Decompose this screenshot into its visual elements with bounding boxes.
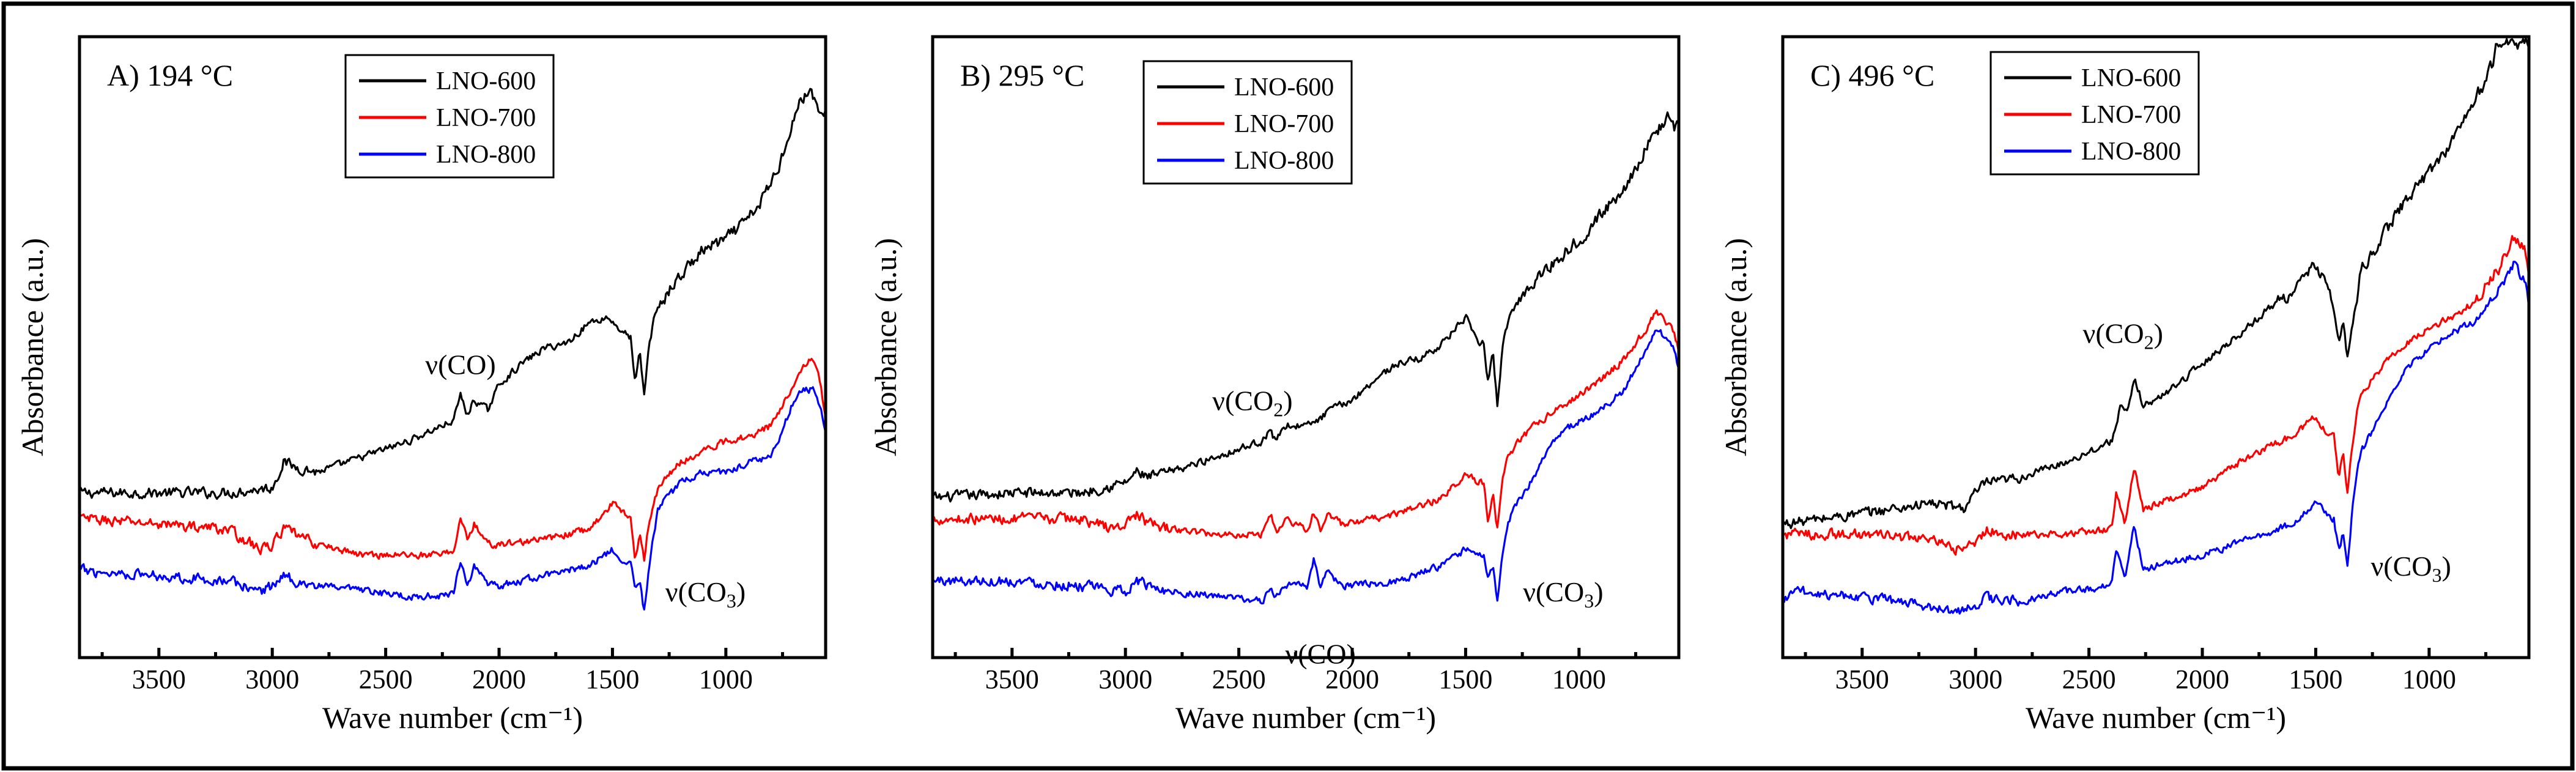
legend: LNO-600 LNO-700 LNO-800 (1142, 60, 1353, 185)
x-tick-label: 3500 (985, 664, 1039, 694)
peak-annotation: ν(CO2) (1212, 385, 1292, 420)
legend: LNO-600 LNO-700 LNO-800 (1989, 51, 2200, 176)
panel-3: 3500 3000 2500 2000 1500 1000 Wave number (cm⁻… (1719, 35, 2531, 735)
legend-label-lno-700: LNO-700 (2081, 101, 2181, 129)
peak-annotation: ν(CO) (1285, 639, 1355, 670)
series-line-lno-600 (80, 87, 826, 500)
series-group (933, 111, 1679, 605)
x-tick-label: 2500 (1212, 664, 1266, 694)
legend-box (344, 54, 555, 179)
series-line-lno-800 (1783, 261, 2529, 615)
legend-label-lno-800: LNO-800 (436, 141, 536, 169)
series-line-lno-800 (80, 386, 826, 611)
legend: LNO-600 LNO-700 LNO-800 (344, 54, 555, 179)
series-line-lno-600 (933, 111, 1679, 503)
x-tick-label: 1000 (699, 664, 753, 694)
series-line-lno-600 (1783, 37, 2529, 529)
x-axis-label: Wave number (cm⁻¹) (1175, 700, 1436, 735)
y-axis-label: Absorbance (a.u.) (868, 238, 903, 456)
x-tick-label: 3500 (132, 664, 186, 694)
x-tick-label: 2000 (2175, 664, 2229, 694)
series-line-lno-700 (1783, 235, 2529, 556)
legend-label-lno-800: LNO-800 (1234, 147, 1334, 175)
peak-annotation: ν(CO3) (665, 576, 746, 612)
legend-label-lno-700: LNO-700 (436, 104, 536, 132)
legend-label-lno-700: LNO-700 (1234, 110, 1334, 138)
x-tick-label: 1000 (2402, 664, 2456, 694)
x-axis-label: Wave number (cm⁻¹) (322, 700, 583, 735)
x-tick-label: 3000 (245, 664, 299, 694)
x-tick-label: 1500 (2289, 664, 2342, 694)
x-tick-label: 2500 (2062, 664, 2116, 694)
y-axis-label: Absorbance (a.u.) (1719, 238, 1753, 456)
panel-2: 3500 3000 2500 2000 1500 1000 Wave number (cm⁻… (868, 35, 1681, 735)
x-tick-label: 3500 (1835, 664, 1889, 694)
x-tick-label: 2500 (359, 664, 413, 694)
series-group (80, 87, 826, 611)
x-tick-label: 1500 (1438, 664, 1492, 694)
legend-label-lno-600: LNO-600 (1234, 73, 1334, 102)
panel-title: C) 496 °C (1810, 58, 1934, 92)
peak-annotation: ν(CO) (425, 349, 495, 380)
x-tick-label: 2000 (1325, 664, 1379, 694)
x-axis-label: Wave number (cm⁻¹) (2026, 700, 2286, 735)
y-axis-label: Absorbance (a.u.) (15, 238, 50, 456)
peak-annotation: ν(CO2) (2083, 318, 2163, 354)
panel-1: 3500 3000 2500 2000 1500 1000 Wave number (cm⁻… (15, 35, 827, 735)
x-tick-label: 2000 (472, 664, 526, 694)
plot-area-frame (78, 35, 827, 659)
panel-title: A) 194 °C (107, 58, 233, 92)
x-tick-label: 1500 (585, 664, 639, 694)
x-tick-label: 3000 (1949, 664, 2002, 694)
legend-label-lno-800: LNO-800 (2081, 138, 2181, 166)
series-line-lno-700 (80, 358, 826, 562)
panels-group: 3500 3000 2500 2000 1500 1000 Wave number (cm⁻… (15, 35, 2531, 735)
series-line-lno-700 (933, 309, 1679, 540)
panel-title: B) 295 °C (960, 58, 1084, 92)
plot-area-frame (1781, 35, 2531, 659)
series-line-lno-800 (933, 329, 1679, 605)
plot-area-frame (931, 35, 1681, 659)
peak-annotation: ν(CO3) (2371, 551, 2451, 586)
peak-annotation: ν(CO3) (1523, 576, 1603, 612)
series-group (1783, 37, 2529, 615)
legend-label-lno-600: LNO-600 (436, 67, 536, 95)
x-tick-label: 3000 (1098, 664, 1152, 694)
legend-label-lno-600: LNO-600 (2081, 64, 2181, 92)
x-tick-label: 1000 (1552, 664, 1606, 694)
